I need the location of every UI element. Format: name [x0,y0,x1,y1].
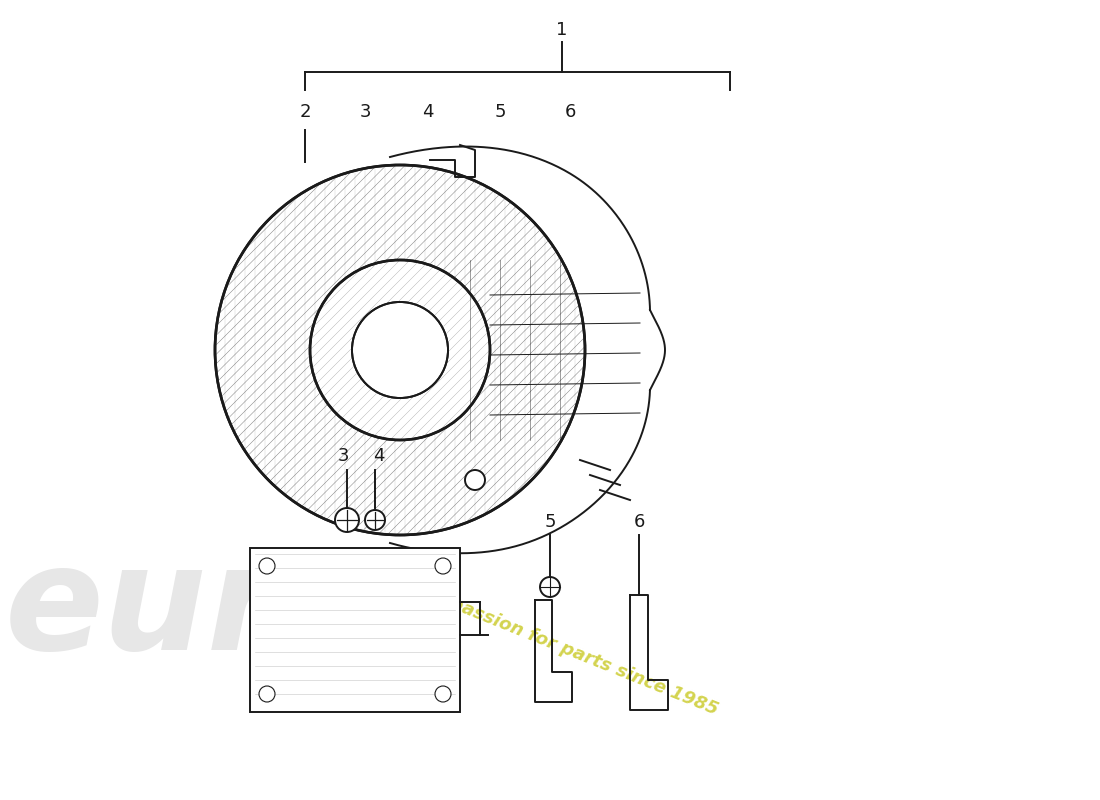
Circle shape [310,260,490,440]
Circle shape [434,558,451,574]
Text: 2: 2 [299,103,310,121]
Circle shape [352,302,448,398]
Circle shape [540,577,560,597]
Circle shape [214,165,585,535]
Bar [250,548,460,712]
Text: 5: 5 [494,103,506,121]
Circle shape [336,508,359,532]
Text: euro: euro [6,539,379,680]
Text: 3: 3 [360,103,371,121]
Circle shape [365,510,385,530]
Text: 4: 4 [422,103,433,121]
Text: 5: 5 [544,513,556,531]
Circle shape [434,686,451,702]
Text: 3: 3 [338,447,349,465]
Circle shape [258,686,275,702]
Circle shape [258,558,275,574]
Text: 6: 6 [634,513,645,531]
Circle shape [465,470,485,490]
Text: 1: 1 [557,21,568,39]
Text: a passion for parts since 1985: a passion for parts since 1985 [430,587,720,719]
Text: 4: 4 [373,447,385,465]
Text: 6: 6 [564,103,575,121]
